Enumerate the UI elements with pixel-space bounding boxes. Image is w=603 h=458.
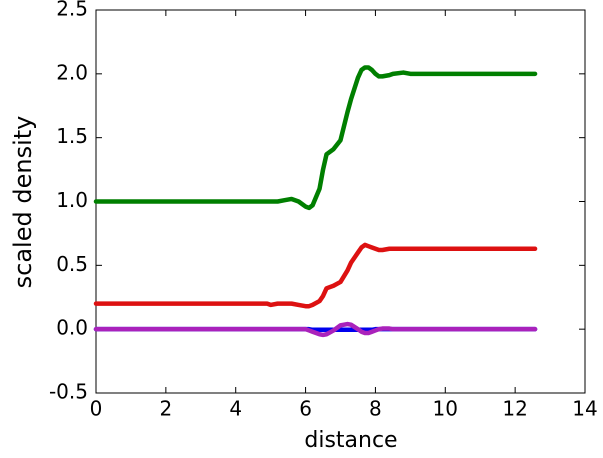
x-tick-label: 2 bbox=[159, 397, 172, 421]
x-tick-label: 12 bbox=[502, 397, 527, 421]
data-line bbox=[93, 65, 538, 211]
y-tick-label: 0.0 bbox=[56, 316, 88, 340]
y-axis-label: scaled density bbox=[9, 116, 37, 289]
x-tick-label: 0 bbox=[90, 397, 103, 421]
x-tick-label: 10 bbox=[433, 397, 458, 421]
x-tick-label: 14 bbox=[572, 397, 597, 421]
x-tick-label: 4 bbox=[229, 397, 242, 421]
y-tick-label: 1.0 bbox=[56, 188, 88, 212]
y-tick-label: 2.0 bbox=[56, 60, 88, 84]
y-tick-label: 1.5 bbox=[56, 124, 88, 148]
y-tick-label: 2.5 bbox=[56, 0, 88, 21]
y-tick-label: -0.5 bbox=[49, 380, 88, 404]
x-tick-label: 6 bbox=[299, 397, 312, 421]
data-line bbox=[93, 242, 538, 309]
x-tick-label: 8 bbox=[369, 397, 382, 421]
x-axis-label: distance bbox=[304, 428, 397, 453]
y-tick-label: 0.5 bbox=[56, 252, 88, 276]
data-line bbox=[93, 321, 538, 338]
